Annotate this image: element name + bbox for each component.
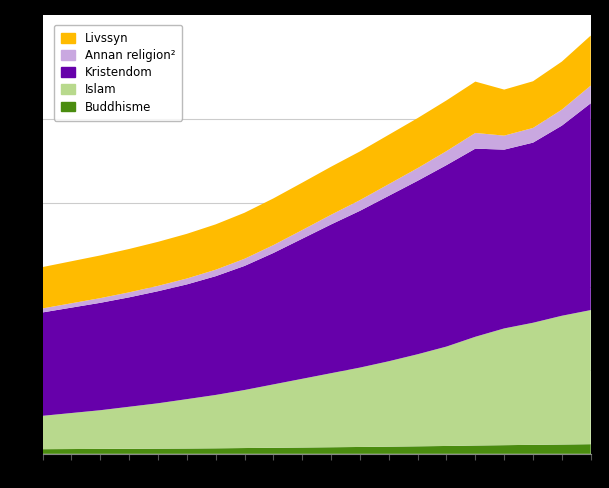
Legend: Livssyn, Annan religion², Kristendom, Islam, Buddhisme: Livssyn, Annan religion², Kristendom, Is… (54, 25, 182, 121)
